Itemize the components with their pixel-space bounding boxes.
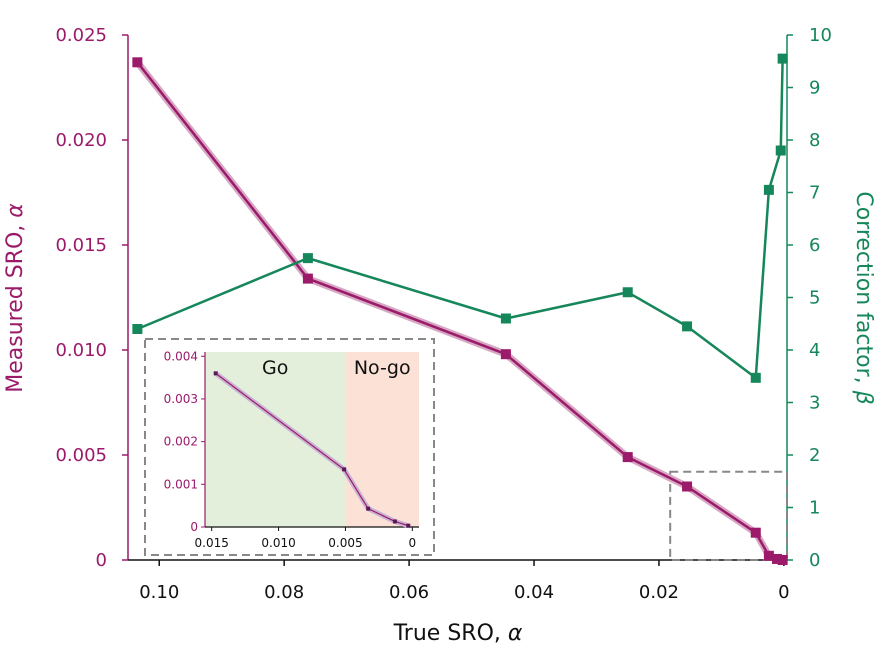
inset-plot: Go No-go 0 0.001 0.002 0.003 0.004 0.015 0.010 0.…	[144, 338, 435, 556]
inset-y-tick-label: 0.004	[164, 349, 198, 363]
left-y-tick-label: 0.015	[55, 235, 107, 256]
inset-x-tick-label: 0	[408, 536, 416, 550]
inset-region	[345, 352, 419, 527]
right-y-axis-title: Correction factor, β	[851, 191, 876, 404]
data-point	[772, 553, 783, 564]
inset-x-tick-label: 0.005	[328, 536, 362, 550]
data-point	[777, 555, 788, 565]
left-y-tick-label: 0.005	[55, 445, 107, 466]
right-y-tick-label: 5	[809, 288, 820, 309]
data-point	[682, 321, 693, 332]
right-y-tick-label: 2	[809, 445, 820, 466]
right-y-tick-label: 8	[809, 130, 820, 151]
inset-data-point	[392, 519, 397, 524]
right-y-tick-label: 4	[809, 340, 820, 361]
left-y-tick-label: 0.020	[55, 130, 107, 151]
inset-x-tick-label: 0.015	[195, 536, 229, 550]
series-right	[132, 53, 788, 383]
data-point	[302, 253, 313, 264]
x-tick-label: 0.02	[639, 582, 679, 603]
data-point	[622, 287, 633, 298]
inset-region-label: Go	[262, 357, 288, 379]
data-point	[132, 324, 143, 334]
data-point	[777, 53, 788, 64]
x-axis-title: True SRO, α	[393, 621, 523, 646]
inset-x-tick-label: 0.010	[261, 536, 295, 550]
zoom-region-box	[669, 470, 788, 561]
x-tick-label: 0.08	[264, 582, 304, 603]
data-point	[750, 372, 761, 383]
left-y-axis-title: Measured SRO, α	[3, 203, 28, 393]
right-y-tick-label: 0	[809, 550, 820, 571]
left-y-tick-label: 0.025	[55, 25, 107, 46]
inset-region-label: No-go	[354, 357, 411, 379]
data-point	[775, 145, 786, 156]
right-y-tick-label: 7	[809, 183, 820, 204]
inset-y-tick-label: 0.001	[164, 477, 198, 491]
x-tick-label: 0.04	[514, 582, 554, 603]
data-point	[500, 349, 511, 360]
data-point	[500, 313, 511, 324]
right-y-tick-label: 9	[809, 78, 820, 99]
right-y-tick-label: 1	[809, 498, 820, 519]
inset-data-point	[213, 371, 218, 376]
x-tick-label: 0.10	[139, 582, 179, 603]
data-point	[763, 550, 774, 561]
x-tick-label: 0	[778, 582, 789, 603]
right-y-tick-label: 3	[809, 393, 820, 414]
series-left	[132, 57, 788, 565]
data-point	[750, 527, 761, 538]
data-point	[763, 184, 774, 195]
right-y-tick-label: 6	[809, 235, 820, 256]
inset-y-tick-label: 0.003	[164, 392, 198, 406]
right-y-tick-label: 10	[809, 25, 832, 46]
x-tick-label: 0.06	[389, 582, 429, 603]
inset-data-point	[342, 467, 347, 472]
inset-y-tick-label: 0.002	[164, 435, 198, 449]
inset-y-tick-label: 0	[190, 520, 198, 534]
inset-data-point	[366, 506, 371, 511]
data-point	[622, 452, 633, 463]
inset-data-point	[406, 523, 411, 528]
data-point	[132, 57, 143, 68]
main-plot: 0.10 0.08 0.06 0.04 0.02 000.0050.0100.0150.0…	[55, 25, 831, 603]
left-y-tick-label: 0.010	[55, 340, 107, 361]
data-point	[682, 481, 693, 492]
data-point	[302, 273, 313, 284]
left-y-tick-label: 0	[96, 550, 107, 571]
